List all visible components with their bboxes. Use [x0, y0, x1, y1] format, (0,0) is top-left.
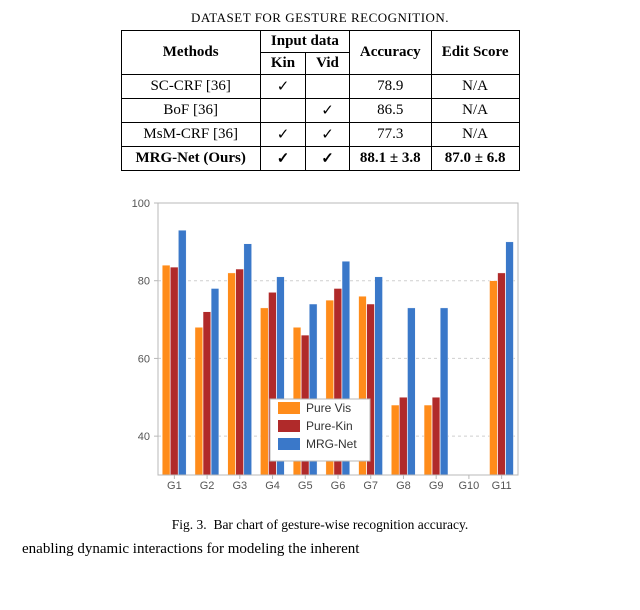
cell-vid: ✓	[306, 99, 350, 123]
cell-vid	[306, 75, 350, 99]
cell-vid: ✓	[306, 147, 350, 171]
figure-text: Bar chart of gesture-wise recognition ac…	[213, 517, 468, 532]
cell-kin: ✓	[260, 123, 305, 147]
svg-text:G2: G2	[200, 480, 215, 492]
cell-accuracy: 77.3	[349, 123, 431, 147]
svg-text:Pure-Kin: Pure-Kin	[306, 419, 353, 433]
svg-text:G5: G5	[298, 480, 313, 492]
col-vid: Vid	[306, 53, 350, 75]
svg-text:G3: G3	[232, 480, 247, 492]
cell-accuracy: 88.1 ± 3.8	[349, 147, 431, 171]
svg-text:MRG-Net: MRG-Net	[306, 437, 357, 451]
figure-caption: Fig. 3. Bar chart of gesture-wise recogn…	[10, 517, 630, 533]
cell-edit: N/A	[431, 99, 519, 123]
svg-text:G9: G9	[429, 480, 444, 492]
svg-text:G10: G10	[459, 480, 480, 492]
table-row: MsM-CRF [36]✓✓77.3N/A	[121, 123, 519, 147]
svg-text:G7: G7	[363, 480, 378, 492]
cell-method: BoF [36]	[121, 99, 260, 123]
table-row: BoF [36] ✓86.5N/A	[121, 99, 519, 123]
figure-number: Fig. 3.	[172, 517, 207, 532]
cell-accuracy: 86.5	[349, 99, 431, 123]
svg-text:Pure Vis: Pure Vis	[306, 401, 351, 415]
col-methods: Methods	[121, 31, 260, 75]
table-row: MRG-Net (Ours)✓✓88.1 ± 3.887.0 ± 6.8	[121, 147, 519, 171]
cell-edit: N/A	[431, 123, 519, 147]
cell-vid: ✓	[306, 123, 350, 147]
bar-chart: 40 60 80 100 G1 G2 G3 G4 G5 G6 G7 G8 G9 G10 G11 Pure Vi…	[10, 185, 630, 515]
svg-text:G11: G11	[492, 480, 512, 492]
cell-edit: 87.0 ± 6.8	[431, 147, 519, 171]
col-edit: Edit Score	[431, 31, 519, 75]
svg-text:G6: G6	[331, 480, 346, 492]
cell-method: MsM-CRF [36]	[121, 123, 260, 147]
svg-text:80: 80	[138, 276, 150, 288]
table-row: SC-CRF [36]✓ 78.9N/A	[121, 75, 519, 99]
cell-kin: ✓	[260, 147, 305, 171]
cell-kin	[260, 99, 305, 123]
methods-table: Methods Input data Accuracy Edit Score K…	[121, 30, 520, 171]
table-caption: DATASET FOR GESTURE RECOGNITION.	[10, 10, 630, 26]
cell-accuracy: 78.9	[349, 75, 431, 99]
svg-text:G1: G1	[167, 480, 182, 492]
svg-text:G8: G8	[396, 480, 411, 492]
col-input: Input data	[260, 31, 349, 53]
cell-kin: ✓	[260, 75, 305, 99]
cell-method: MRG-Net (Ours)	[121, 147, 260, 171]
table-header-row: Methods Input data Accuracy Edit Score	[121, 31, 519, 53]
cell-edit: N/A	[431, 75, 519, 99]
svg-text:G4: G4	[265, 480, 280, 492]
col-kin: Kin	[260, 53, 305, 75]
svg-text:100: 100	[132, 198, 150, 210]
body-text-fragment: enabling dynamic interactions for modeli…	[10, 541, 630, 558]
svg-text:40: 40	[138, 431, 150, 443]
col-accuracy: Accuracy	[349, 31, 431, 75]
cell-method: SC-CRF [36]	[121, 75, 260, 99]
svg-text:60: 60	[138, 353, 150, 365]
